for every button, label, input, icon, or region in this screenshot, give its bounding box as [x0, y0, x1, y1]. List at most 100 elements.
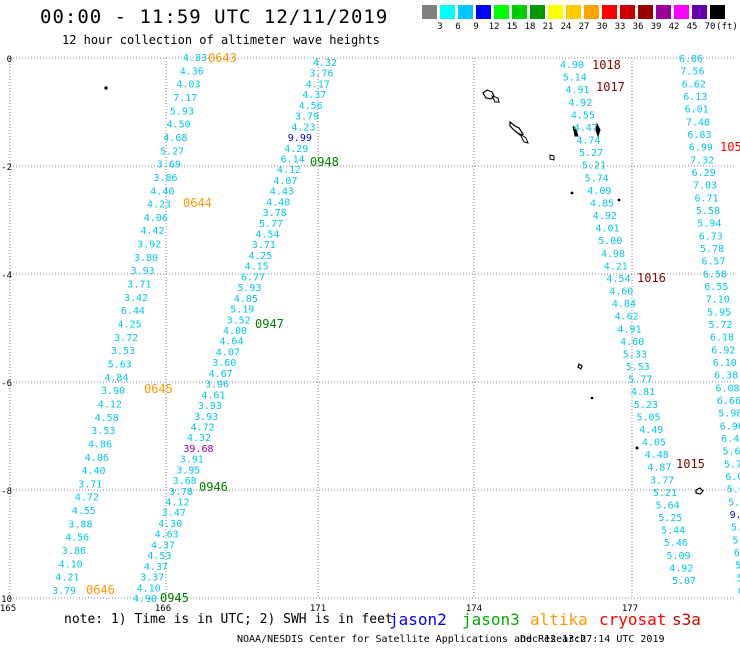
x-axis-label: 171 [310, 604, 326, 614]
wave-height-value: 4.09 [587, 186, 611, 197]
scale-swatch [566, 5, 581, 19]
scale-swatch [512, 5, 527, 19]
wave-height-value: 3.91 [180, 455, 204, 466]
scale-swatch [674, 5, 689, 19]
pass-time-label: 1018 [592, 58, 621, 72]
wave-height-value: 3.93 [198, 401, 222, 412]
wave-height-value: 6.13 [683, 92, 707, 103]
wave-height-value: 4.23 [291, 122, 315, 133]
map-subtitle: 12 hour collection of altimeter wave hei… [62, 33, 380, 47]
wave-height-value: 4.58 [95, 413, 119, 424]
pass-time-label: 0646 [86, 583, 115, 597]
wave-height-value: 4.67 [209, 369, 233, 380]
wave-height-value: 5.93 [170, 106, 194, 117]
wave-height-value: 3.37 [140, 573, 164, 584]
wave-height-value: 4.98 [601, 249, 625, 260]
island-shape [572, 125, 579, 137]
wave-height-value: 6.01 [685, 105, 709, 116]
wave-height-value: 3.79 [295, 112, 319, 123]
scale-swatch [458, 5, 473, 19]
wave-height-value: 6.14 [281, 155, 305, 166]
pass-time-label: 0945 [160, 591, 189, 605]
wave-height-value: 6.71 [695, 193, 719, 204]
island-shape [695, 487, 704, 495]
wave-height-value: 6.57 [702, 257, 726, 268]
wave-height-value: 4.50 [167, 120, 191, 131]
y-axis-label: -4 [1, 271, 12, 281]
pass-time-label: 0948 [310, 155, 339, 169]
wave-height-value: 5.74 [585, 173, 609, 184]
footer-notes: note: 1) Time is in UTC; 2) SWH is in fe… [64, 612, 393, 627]
island-shape [491, 95, 500, 103]
wave-height-value: 3.79 [52, 586, 76, 597]
scale-label: 15 [506, 22, 518, 32]
island-outlines [104, 86, 704, 495]
island-dot [635, 446, 639, 450]
wave-height-value: 4.40 [82, 466, 106, 477]
wave-height-value: 4.55 [72, 506, 96, 517]
wave-height-value: 4.32 [313, 58, 337, 69]
wave-height-value: 3.71 [78, 479, 102, 490]
wave-height-value: 3.71 [127, 280, 151, 291]
wave-height-value: 3.60 [212, 358, 236, 369]
wave-height-value: 9.8 [730, 510, 740, 521]
wave-height-value: 4.12 [98, 399, 122, 410]
wave-height-value: 4.83 [183, 53, 207, 64]
wave-height-value: 4.07 [216, 347, 240, 358]
wave-height-value: 4.43 [270, 187, 294, 198]
wave-height-value: 4.06 [85, 453, 109, 464]
island-shape [509, 120, 524, 136]
wave-height-value: 5.95 [707, 307, 731, 318]
scale-swatch [494, 5, 509, 19]
scale-swatch [620, 5, 635, 19]
wave-height-value: 4.40 [150, 186, 174, 197]
wave-height-value: 5.94 [697, 219, 721, 230]
wave-height-value: 3.52 [227, 315, 251, 326]
wave-height-value: 5.98 [718, 409, 740, 420]
wave-height-value: 4.91 [566, 85, 590, 96]
wave-height-value: 5.00 [598, 236, 622, 247]
legend-cryosat: cryosat [599, 610, 667, 629]
altimeter-tracks: 4.83 4.36 4.03 7.17 5.93 4.50 4.68 5.27 3.69 3.86… [52, 53, 740, 605]
wave-height-value: 4.12 [165, 498, 189, 509]
wave-height-value: 6.77 [241, 272, 265, 283]
wave-height-value: 6.44 [121, 306, 145, 317]
wave-height-value: 4.87 [647, 463, 671, 474]
scale-label: 39 [650, 22, 662, 32]
pass-time-label: 1016 [637, 271, 666, 285]
pass-time-label: 0645 [144, 382, 173, 396]
scale-swatch [440, 5, 455, 19]
wave-height-value: 5.78 [700, 244, 724, 255]
wave-height-value: 3.76 [309, 69, 333, 80]
wave-height-value: 4.92 [593, 211, 617, 222]
wave-height-value: 4.63 [155, 530, 179, 541]
wave-height-value: 3.92 [137, 240, 161, 251]
legend-altika: altika [530, 610, 588, 629]
wave-height-value: 4.56 [65, 533, 89, 544]
x-axis-label: 177 [622, 604, 638, 614]
scale-swatch [638, 5, 653, 19]
wave-height-value: 5.64 [656, 501, 680, 512]
wave-height-value: 5.44 [661, 526, 685, 537]
wave-height-value: 5.25 [658, 513, 682, 524]
wave-height-value: 6.92 [711, 345, 735, 356]
wave-height-value: 5.19 [230, 305, 254, 316]
scale-label: 30 [596, 22, 608, 32]
x-axis-label: 166 [155, 604, 171, 614]
wave-height-value: 3.47 [162, 508, 186, 519]
pass-time-label: 105 [720, 140, 740, 154]
wave-height-value: 6.62 [682, 79, 706, 90]
wave-height-value: 6.3 [734, 548, 740, 559]
wave-height-value: 5.79 [724, 459, 740, 470]
scale-label: 24 [560, 22, 572, 32]
wave-height-value: 3.69 [157, 160, 181, 171]
wave-height-value: 6.96 [720, 421, 740, 432]
pass-time-label: 0643 [208, 51, 237, 65]
wave-height-value: 5.6 [735, 561, 740, 572]
island-dot [617, 198, 621, 202]
wave-height-value: 3.93 [131, 266, 155, 277]
wave-height-value: 6.10 [713, 358, 737, 369]
credit-text: NOAA/NESDIS Center for Satellite Applica… [237, 634, 587, 645]
